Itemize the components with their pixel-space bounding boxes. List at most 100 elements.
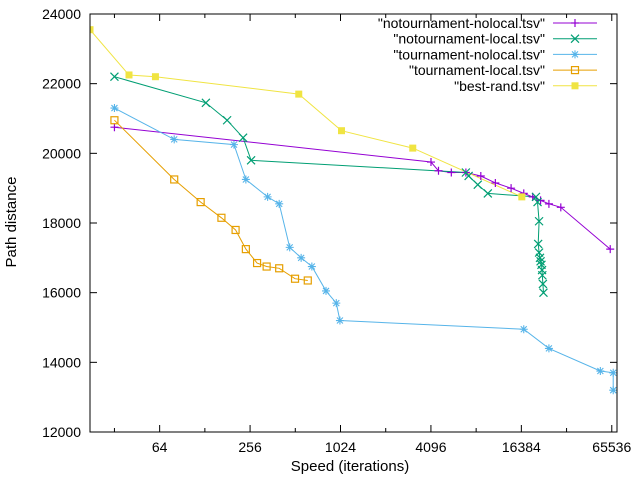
legend-label: "best-rand.tsv" (454, 78, 545, 94)
data-point (285, 243, 294, 252)
x-tick-label: 65536 (592, 439, 631, 455)
y-tick-label: 24000 (42, 6, 81, 22)
data-point (307, 262, 316, 271)
data-point (229, 140, 238, 149)
markers-layer (90, 26, 617, 395)
legend-entry: "best-rand.tsv" (454, 78, 597, 94)
data-point (151, 73, 159, 81)
data-point (196, 198, 205, 207)
series-line-3 (114, 119, 308, 281)
x-tick-label: 4096 (415, 439, 446, 455)
data-point (201, 98, 211, 108)
data-point (297, 253, 306, 262)
data-point (303, 276, 312, 285)
data-point (322, 286, 331, 295)
y-tick-label: 18000 (42, 215, 81, 231)
data-point (222, 115, 232, 125)
data-point (519, 325, 528, 334)
data-point (544, 344, 553, 353)
data-point (596, 367, 605, 376)
data-point (252, 258, 262, 268)
data-point (491, 178, 500, 187)
y-tick-label: 12000 (42, 424, 81, 440)
legend-label: "tournament-local.tsv" (409, 62, 545, 78)
data-point (170, 175, 179, 184)
x-tick-label: 64 (152, 439, 168, 455)
data-point (241, 245, 250, 254)
data-point (473, 180, 483, 190)
data-point (476, 171, 485, 180)
data-point (534, 216, 544, 226)
x-tick-label: 1024 (325, 439, 356, 455)
y-tick-label: 22000 (42, 76, 81, 92)
data-point (335, 316, 344, 325)
data-point (110, 116, 119, 125)
data-point (110, 72, 119, 82)
x-tick-label: 256 (238, 439, 262, 455)
data-point (531, 192, 541, 202)
legend-entry: "tournament-local.tsv" (409, 62, 597, 78)
data-point (538, 279, 548, 289)
tick-labels: 12000 14000 16000 18000 20000 22000 24000 64 256… (42, 6, 631, 455)
y-tick-label: 14000 (42, 354, 81, 370)
plot-frame (89, 13, 618, 433)
data-point (217, 213, 226, 222)
data-point (571, 82, 579, 90)
data-point (571, 50, 579, 59)
data-point (570, 65, 580, 75)
data-point (231, 225, 240, 235)
data-point (170, 135, 179, 144)
data-point (110, 123, 119, 132)
data-point (571, 19, 579, 27)
data-point (338, 127, 346, 135)
data-point (609, 386, 617, 395)
data-point (606, 245, 615, 254)
data-point (536, 256, 546, 266)
data-point (535, 253, 545, 263)
data-point (533, 197, 542, 207)
data-point (556, 203, 565, 212)
data-point (536, 196, 545, 205)
data-point (262, 262, 271, 271)
data-point (332, 299, 341, 308)
axis-ticks (90, 13, 617, 433)
data-point (241, 175, 250, 184)
data-point (533, 239, 543, 249)
data-point (518, 193, 526, 201)
data-point (434, 166, 443, 175)
data-point (507, 184, 516, 193)
y-tick-label: 16000 (42, 285, 81, 301)
data-point (609, 368, 617, 377)
data-point (409, 144, 417, 152)
data-point (539, 288, 548, 298)
data-point (464, 171, 474, 181)
data-point (275, 199, 284, 208)
data-point (447, 168, 456, 177)
legend-label: "tournament-nolocal.tsv" (393, 46, 545, 62)
data-point (295, 90, 303, 98)
data-point (483, 188, 493, 198)
data-point (238, 133, 248, 143)
legend-entry: "notournament-nolocal.tsv" (378, 15, 597, 31)
data-point (537, 270, 547, 280)
data-point (263, 192, 272, 201)
legend-label: "notournament-nolocal.tsv" (378, 15, 545, 31)
x-axis-title: Speed (iterations) (291, 458, 409, 475)
data-point (544, 199, 553, 208)
legend: "notournament-nolocal.tsv""notournament-… (378, 15, 597, 94)
data-point (290, 274, 300, 283)
legend-entry: "notournament-local.tsv" (393, 31, 597, 47)
data-point (570, 34, 580, 44)
data-point (246, 155, 256, 165)
legend-entry: "tournament-nolocal.tsv" (393, 46, 597, 62)
y-tick-label: 20000 (42, 145, 81, 161)
legend-label: "notournament-local.tsv" (393, 31, 545, 47)
data-point (110, 104, 119, 113)
data-point (275, 264, 284, 273)
data-point (426, 158, 435, 167)
y-axis-title: Path distance (3, 177, 20, 268)
data-point (90, 26, 94, 34)
x-tick-label: 16384 (502, 439, 541, 455)
